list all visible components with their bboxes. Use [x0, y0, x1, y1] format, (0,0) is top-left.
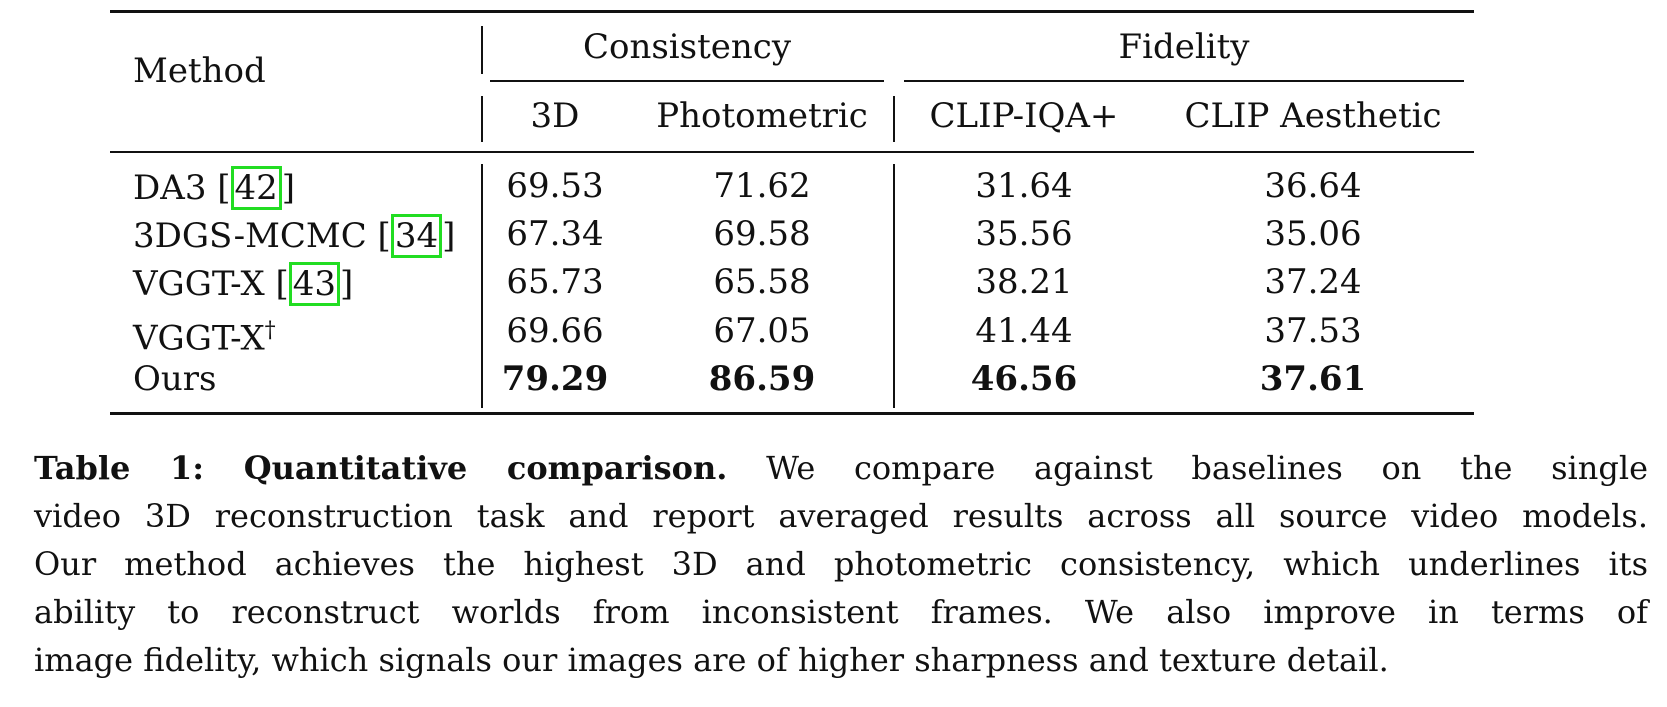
header-clip-iqa: CLIP-IQA+: [929, 96, 1119, 136]
table-caption: Table 1: Quantitative comparison. We com…: [34, 444, 1648, 684]
row-4-clip-aesthetic: 37.53: [1264, 311, 1362, 351]
header-rule: [110, 151, 1474, 153]
row-2-photometric: 69.58: [713, 214, 811, 254]
row-3-clip-aesthetic: 37.24: [1264, 262, 1362, 302]
row-5-3d: 79.29: [501, 359, 609, 399]
row-1-3d: 69.53: [506, 166, 604, 206]
consistency-cmidrule: [490, 80, 884, 82]
row-5-clip-iqa: 46.56: [970, 359, 1078, 399]
row-4-clip-iqa: 41.44: [975, 311, 1073, 351]
header-consistency: Consistency: [582, 27, 792, 67]
caption-line-4: ability to reconstruct worlds from incon…: [34, 593, 1648, 631]
row-1-method: DA3 [42]: [133, 166, 296, 210]
method-name: 3DGS-MCMC: [133, 216, 378, 256]
header-fidelity: Fidelity: [1118, 27, 1250, 67]
row-1-clip-iqa: 31.64: [975, 166, 1073, 206]
citation-link[interactable]: 43: [288, 262, 340, 306]
caption-line-1: Table 1: Quantitative comparison. We com…: [34, 444, 1648, 492]
method-separator-mid: [481, 96, 483, 142]
caption-line-5: image fidelity, which signals our images…: [34, 641, 1389, 679]
caption-line-3: Our method achieves the highest 3D and p…: [34, 545, 1648, 583]
citation-link[interactable]: 42: [230, 166, 282, 210]
group-separator-mid: [893, 96, 895, 142]
method-separator-body: [481, 164, 483, 408]
caption-line-2: video 3D reconstruction task and report …: [34, 497, 1648, 535]
group-separator-body: [893, 164, 895, 408]
method-name: VGGT-X: [133, 318, 265, 359]
header-photometric: Photometric: [656, 96, 868, 136]
method-separator-top: [481, 26, 483, 74]
bottom-rule: [110, 412, 1474, 415]
caption-text-1: We compare against baselines on the sing…: [766, 449, 1649, 487]
row-3-photometric: 65.58: [713, 262, 811, 302]
dagger-mark: †: [264, 318, 276, 343]
top-rule: [110, 10, 1474, 13]
method-name: DA3: [133, 168, 218, 208]
fidelity-cmidrule: [904, 80, 1464, 82]
header-clip-aesthetic: CLIP Aesthetic: [1184, 96, 1442, 136]
row-4-3d: 69.66: [506, 311, 604, 351]
header-method: Method: [133, 51, 266, 91]
row-3-clip-iqa: 38.21: [975, 262, 1073, 302]
row-2-clip-aesthetic: 35.06: [1264, 214, 1362, 254]
row-1-clip-aesthetic: 36.64: [1264, 166, 1362, 206]
row-4-photometric: 67.05: [713, 311, 811, 351]
row-1-photometric: 71.62: [713, 166, 811, 206]
row-4-method: VGGT-X†: [133, 311, 276, 358]
caption-label: Table 1: Quantitative comparison.: [34, 449, 728, 487]
row-5-method: Ours: [133, 359, 217, 399]
row-3-3d: 65.73: [506, 262, 604, 302]
row-3-method: VGGT-X [43]: [133, 262, 354, 306]
row-2-clip-iqa: 35.56: [975, 214, 1073, 254]
row-5-photometric: 86.59: [708, 359, 816, 399]
method-name: VGGT-X: [133, 264, 276, 304]
row-2-3d: 67.34: [506, 214, 604, 254]
row-5-clip-aesthetic: 37.61: [1259, 359, 1367, 399]
citation-link[interactable]: 34: [390, 214, 443, 258]
header-3d: 3D: [530, 96, 580, 136]
row-2-method: 3DGS-MCMC [34]: [133, 214, 456, 258]
